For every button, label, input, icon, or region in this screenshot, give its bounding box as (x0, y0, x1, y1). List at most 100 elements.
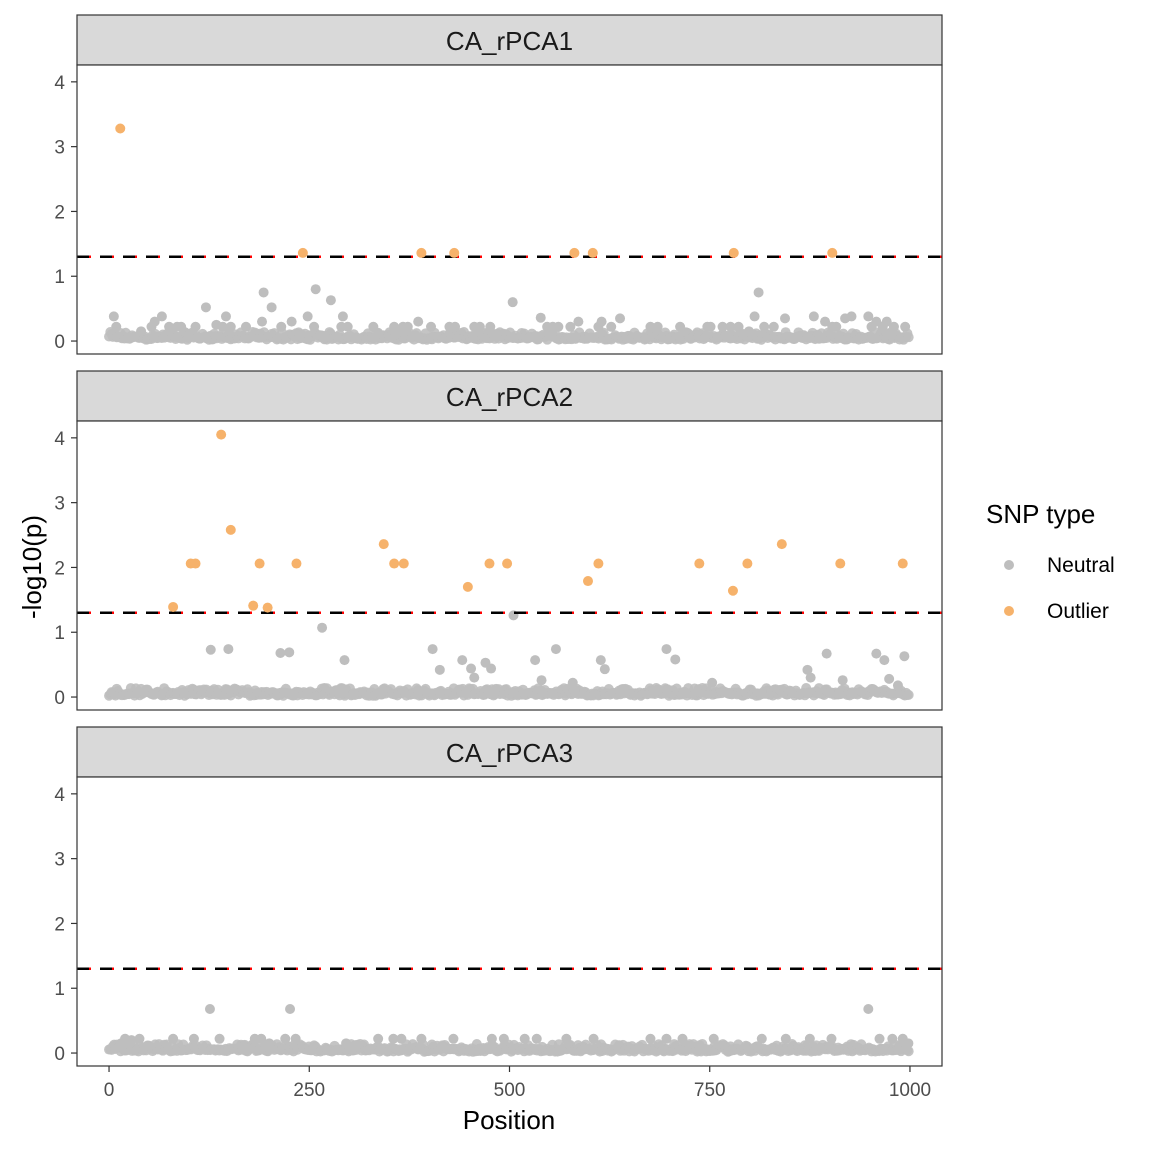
neutral-point (879, 655, 890, 666)
neutral-point (225, 321, 236, 332)
neutral-point (519, 1033, 530, 1044)
outlier-point (262, 602, 273, 613)
x-tick-label: 250 (293, 1080, 325, 1101)
neutral-point (257, 316, 268, 327)
y-tick-label: 1 (54, 623, 65, 644)
y-tick-label: 2 (54, 914, 65, 935)
y-tick-label: 3 (54, 494, 65, 515)
y-tick-label: 0 (54, 1044, 65, 1065)
legend: SNP type Neutral Outlier (986, 499, 1115, 623)
neutral-point (645, 1033, 656, 1044)
neutral-point (310, 284, 321, 295)
y-tick-label: 1 (54, 979, 65, 1000)
neutral-point (240, 321, 251, 332)
neutral-point (126, 1035, 137, 1046)
neutral-point (881, 316, 892, 327)
neutral-point (266, 302, 277, 313)
neutral-point (780, 313, 791, 324)
y-tick-label: 4 (54, 73, 65, 94)
outlier-point (835, 558, 846, 569)
neutral-point (275, 647, 286, 658)
neutral-point (111, 321, 122, 332)
neutral-point (309, 321, 320, 332)
neutral-point (426, 321, 437, 332)
neutral-point (820, 316, 831, 327)
neutral-point (258, 287, 269, 298)
x-tick-label: 500 (494, 1080, 526, 1101)
neutral-point (434, 664, 445, 675)
outlier-point (248, 600, 259, 611)
neutral-point (217, 321, 228, 332)
outlier-point (216, 429, 227, 440)
neutral-point (256, 1033, 267, 1044)
neutral-point (285, 1003, 296, 1014)
neutral-point (874, 1033, 885, 1044)
neutral-point (733, 321, 744, 332)
neutral-point (903, 332, 914, 343)
neutral-point (286, 316, 297, 327)
outlier-point (378, 539, 389, 550)
neutral-point (416, 1033, 427, 1044)
neutral-point (337, 311, 348, 322)
neutral-point (448, 1033, 459, 1044)
neutral-point (486, 1033, 497, 1044)
legend-key-neutral (1004, 560, 1014, 570)
neutral-point (677, 1033, 688, 1044)
strip-background (76, 726, 943, 778)
outlier-point (827, 247, 838, 258)
panel-border (76, 64, 943, 355)
outlier-point (254, 558, 265, 569)
legend-title: SNP type (986, 499, 1095, 529)
neutral-point (176, 321, 187, 332)
neutral-point (368, 321, 379, 332)
outlier-point (389, 558, 400, 569)
outlier-point (776, 539, 787, 550)
outlier-point (398, 558, 409, 569)
neutral-point (220, 311, 231, 322)
neutral-point (342, 321, 353, 332)
neutral-point (884, 673, 895, 684)
facet-panel: CA_rPCA1 0 1 2 3 4 (54, 14, 943, 355)
panel-border (76, 420, 943, 711)
neutral-point (802, 664, 813, 675)
outlier-point (587, 247, 598, 258)
neutral-point (756, 1033, 767, 1044)
neutral-point (290, 1033, 301, 1044)
neutral-point (149, 316, 160, 327)
neutral-point (599, 664, 610, 675)
x-tick-label: 0 (104, 1080, 115, 1101)
neutral-point (892, 680, 903, 691)
y-tick-label: 4 (54, 429, 65, 450)
neutral-point (427, 644, 438, 655)
neutral-point (743, 326, 754, 337)
y-tick-label: 2 (54, 202, 65, 223)
neutral-point (302, 311, 313, 322)
neutral-point (530, 655, 541, 666)
neutral-points (104, 284, 914, 345)
outlier-point (291, 558, 302, 569)
strip-title: CA_rPCA1 (446, 26, 573, 56)
neutral-point (821, 648, 832, 659)
neutral-point (388, 1033, 399, 1044)
outlier-point (897, 558, 908, 569)
neutral-point (402, 321, 413, 332)
neutral-point (863, 311, 874, 322)
neutral-point (705, 321, 716, 332)
neutral-point (413, 316, 424, 327)
outlier-point (484, 558, 495, 569)
neutral-point (498, 1033, 509, 1044)
outlier-point (742, 558, 753, 569)
strip-title: CA_rPCA2 (446, 382, 573, 412)
outlier-point (297, 247, 308, 258)
outlier-point (728, 247, 739, 258)
outlier-points (168, 429, 908, 613)
neutral-point (214, 1033, 225, 1044)
outlier-point (502, 558, 513, 569)
neutral-point (450, 321, 461, 332)
neutral-point (284, 647, 295, 658)
y-tick-label: 0 (54, 688, 65, 709)
facet-panel: CA_rPCA3 0 1 2 3 4 (54, 726, 943, 1067)
neutral-point (846, 311, 857, 322)
neutral-point (485, 321, 496, 332)
